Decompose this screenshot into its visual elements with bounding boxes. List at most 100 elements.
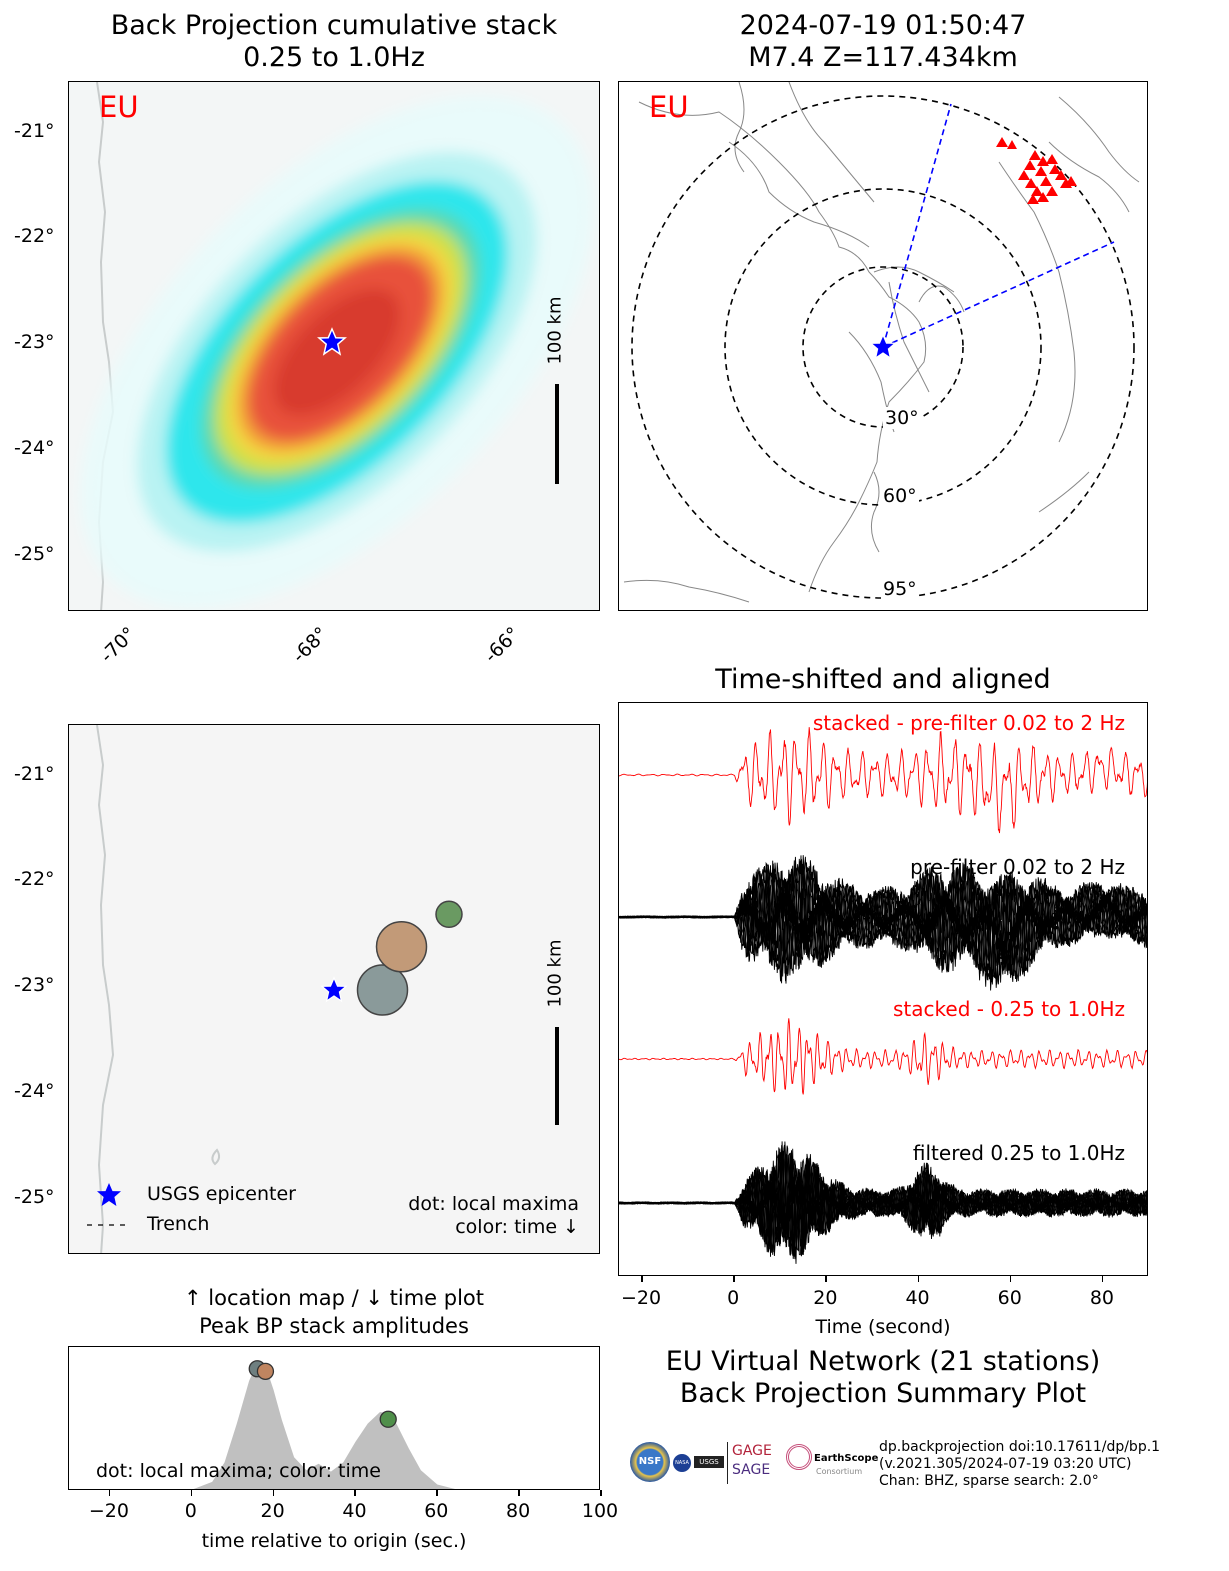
timeplot-note: dot: local maxima; color: time [96,1460,381,1482]
timeplot-tick-mark [354,1490,356,1496]
seismo-tick-label: 40 [905,1287,930,1309]
maxima-lat-tick-4: -24° [14,1080,55,1102]
continent-outlines [623,82,1140,603]
earthscope-logo-text: EarthScope [814,1453,879,1464]
usgs-logo-text: USGS [699,1458,719,1466]
bp-lat-tick-1: -21° [14,120,55,142]
map-title-line2: M7.4 Z=117.434km [748,42,1018,73]
seismo-xlabel: Time (second) [815,1316,951,1338]
maxima-lat-tick-3: -23° [14,974,55,996]
seismogram-traces [619,727,1147,1264]
timeplot-tick-label: 80 [506,1500,531,1522]
bp-title: Back Projection cumulative stack 0.25 to… [68,10,600,74]
trace-label-4: filtered 0.25 to 1.0Hz [912,1141,1125,1165]
caption-line1: ↑ location map / ↓ time plot [184,1286,484,1310]
bp-heatmap-panel: EU 100 km [68,81,600,611]
station-triangles [996,137,1077,204]
timeplot-tick-label: 20 [260,1500,285,1522]
bp-lat-tick-2: -22° [14,225,55,247]
timeplot-tick-label: −20 [88,1500,129,1522]
maxima-svg [87,725,559,1253]
ring-label-30: 30° [883,407,921,429]
ring-label-95: 95° [881,578,919,600]
seismo-svg [619,727,1147,1264]
maxima-lat-tick-2: -22° [14,868,55,890]
great-circle-paths [882,103,1115,348]
earthscope-logo-sub: Consortium [816,1467,863,1476]
map-network-label: EU [649,90,689,124]
timeplot-tick-label: 40 [342,1500,367,1522]
bp-lon-tick-2: -68° [288,622,333,668]
local-maximum-dot [356,964,409,1016]
seismo-title: Time-shifted and aligned [715,664,1051,695]
bp-lat-tick-5: -25° [14,543,55,565]
seismo-tick-label: 60 [997,1287,1022,1309]
maxima-scale-label: 100 km [544,939,566,1008]
maxima-note-1: dot: local maxima [408,1193,579,1215]
timeplot-maximum-dot [379,1410,397,1428]
seismogram-trace [619,1145,1147,1260]
timeplot-tick-label: 100 [581,1500,619,1522]
timeplot-tick-label: 60 [424,1500,449,1522]
seismogram-panel: stacked - pre-filter 0.02 to 2 Hz pre-fi… [618,702,1148,1276]
seismogram-trace [619,861,1147,991]
station-map-svg [623,82,1140,603]
seismo-tick-label: 20 [813,1287,838,1309]
local-maximum-dot [375,920,428,973]
meta-line3: Chan: BHZ, sparse search: 2.0° [879,1473,1099,1489]
timeplot-tick-label: 0 [184,1500,197,1522]
station-map-panel: EU 30° 60° 95° [618,81,1148,611]
timeplot-tick-mark [600,1490,602,1496]
seismo-tick-label: −20 [620,1287,662,1309]
bp-lat-tick-4: -24° [14,437,55,459]
map-title: 2024-07-19 01:50:47 M7.4 Z=117.434km [618,10,1148,74]
bp-epicenter-star [317,327,347,357]
bp-title-line1: Back Projection cumulative stack [110,10,558,41]
usgs-logo-icon: USGS [694,1456,724,1468]
summary-line2: Back Projection Summary Plot [679,1378,1087,1409]
maxima-dots [356,900,463,1016]
bp-network-label: EU [99,90,139,124]
seismo-tick-mark [733,1276,735,1282]
legend-trench-label: Trench [147,1213,210,1235]
earthscope-logo-icon [786,1444,812,1470]
stack-amplitude-area [193,1362,456,1489]
gage-logo: GAGE [732,1443,772,1459]
ring-label-60: 60° [881,485,919,507]
seismo-tick-label: 80 [1089,1287,1114,1309]
timeplot-maximum-dot [256,1362,275,1381]
summary-line1: EU Virtual Network (21 stations) [665,1346,1101,1377]
bp-scale-label: 100 km [544,296,566,365]
coastline-2 [96,725,221,1253]
bp-lon-tick-3: -66° [480,622,525,668]
maxima-epicenter-star [320,976,348,1003]
maxima-lat-tick-1: -21° [14,763,55,785]
local-maximum-dot [435,900,463,929]
timeplot-maxima-dots [248,1360,397,1428]
seismogram-trace [619,1151,1147,1259]
timeplot-tick-mark [436,1490,438,1496]
maxima-lat-tick-5: -25° [14,1186,55,1208]
map-title-line1: 2024-07-19 01:50:47 [739,10,1027,41]
nasa-logo-icon: NASA [673,1454,691,1472]
bp-lon-tick-1: -70° [96,622,141,668]
timeplot-xlabel: time relative to origin (sec.) [201,1530,467,1552]
maxima-note-2: color: time ↓ [455,1216,579,1238]
timeplot-tick-mark [108,1490,111,1496]
nsf-logo-icon: NSF [630,1442,670,1482]
summary-title: EU Virtual Network (21 stations) Back Pr… [618,1346,1148,1410]
trace-label-2: pre-filter 0.02 to 2 Hz [910,855,1125,879]
nasa-logo-text: NASA [675,1460,689,1466]
map-epicenter-star [869,333,897,360]
seismo-tick-mark [1101,1276,1104,1282]
seismo-tick-mark [917,1276,920,1282]
bp-title-line2: 0.25 to 1.0Hz [243,42,425,73]
seismo-tick-mark [641,1276,643,1282]
seismo-tick-label: 0 [727,1287,740,1309]
timeplot-caption: ↑ location map / ↓ time plot Peak BP sta… [68,1284,600,1340]
seismogram-trace [619,727,1147,834]
trace-label-1: stacked - pre-filter 0.02 to 2 Hz [812,711,1125,735]
timeplot-panel: dot: local maxima; color: time [68,1346,600,1490]
nsf-logo-text: NSF [638,1456,662,1467]
timeplot-tick-mark [518,1490,520,1496]
